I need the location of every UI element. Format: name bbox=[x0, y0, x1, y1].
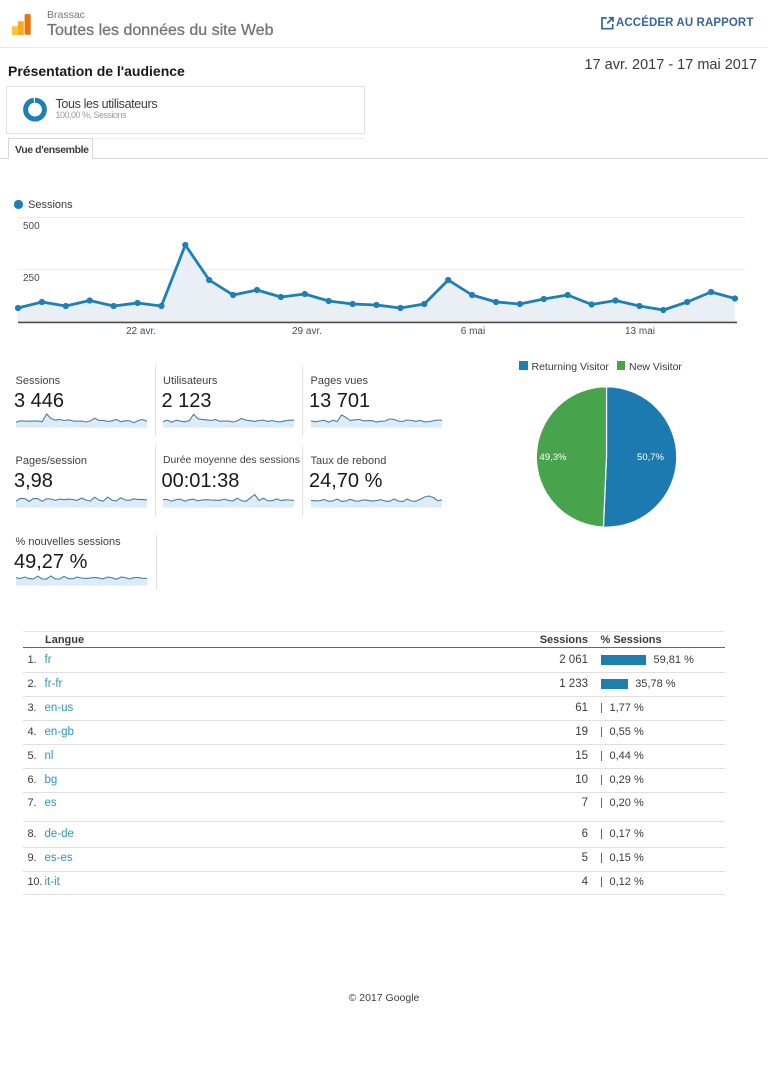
svg-text:50,7%: 50,7% bbox=[637, 452, 664, 463]
svg-text:49,3%: 49,3% bbox=[540, 452, 567, 463]
